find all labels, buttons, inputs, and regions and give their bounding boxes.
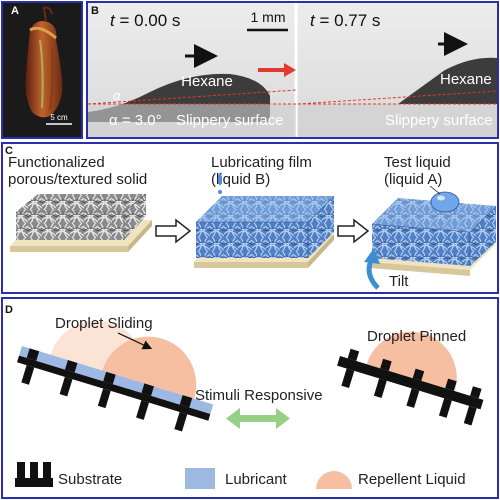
angle-symbol: α [113,88,121,103]
legend-substrate-swatch [15,462,53,487]
porous-solid-block [10,193,152,252]
process-arrow-2 [337,218,370,244]
panel-b-frame [86,1,499,139]
panel-a-frame [1,1,83,139]
step3-line1: Test liquid [384,154,451,171]
step2-line1: Lubricating film [211,154,312,171]
sliding-diagram [17,320,214,432]
legend-repellent-swatch [316,471,352,489]
process-arrow-1 [155,218,192,244]
panel-a-label: A [11,5,19,17]
panel-c-frame [1,142,499,294]
panel-b: B t = 0.00 s 1 mm Hexane α α = 3.0° Slip… [87,3,498,137]
legend: Substrate Lubricant Repellent Liquid [15,462,466,489]
droplet-sliding-label: Droplet Sliding [55,315,153,332]
hexane-label-right: Hexane [440,71,492,88]
tilt-angle-line-right [297,90,498,105]
tilt-arrow-head [364,248,380,264]
sliding-arrow [117,332,153,350]
angle-value: α = 3.0° [109,112,162,129]
hexane-droplet-right [398,57,497,104]
surface-label-left: Slippery surface [176,112,284,129]
surface-label-right: Slippery surface [385,112,493,129]
pinned-diagram [337,331,484,426]
time-right: t = 0.77 s [310,11,380,30]
mm-scale-label: 1 mm [251,9,286,25]
sliding-droplet [102,336,197,399]
test-liquid-droplet [430,191,460,213]
step2-line2: (liquid B) [211,171,270,188]
panel-b-label: B [91,5,99,17]
test-liquid-pointer [429,185,441,195]
slippery-surface-left [88,104,296,137]
step3-line2: (liquid A) [384,171,442,188]
pitcher-plant-image [25,6,63,118]
step1-line1: Functionalized [8,154,105,171]
stimuli-double-arrow [226,408,290,429]
legend-substrate-label: Substrate [58,471,122,488]
panel-a: A 5 cm [3,3,81,137]
lubricant-drop-2 [218,190,222,194]
panel-a-scale-label: 5 cm [50,113,68,122]
substrate-left [17,348,211,432]
tilt-label: Tilt [389,273,409,290]
step1-line2: porous/textured solid [8,171,147,188]
lubricated-block [194,172,335,268]
red-transition-arrow-head [284,63,296,77]
panel-c: C Functionalized porous/textured solid L… [5,145,497,290]
panel-d-frame [1,297,499,499]
panel-d-label: D [5,304,13,316]
lubricant-drop [218,172,222,186]
panel-c-label: C [5,145,13,157]
legend-lubricant-label: Lubricant [225,471,288,488]
substrate-right [337,348,484,426]
stimuli-responsive-label: Stimuli Responsive [195,387,323,404]
pinned-droplet [366,331,457,392]
test-liquid-block [370,185,497,276]
slippery-surface-right [298,104,497,137]
time-left: t = 0.00 s [110,11,180,30]
panel-d: D Droplet Sliding [5,304,484,489]
hexane-label-left: Hexane [181,73,233,90]
legend-lubricant-swatch [185,468,215,489]
droplet-pinned-label: Droplet Pinned [367,328,466,345]
legend-repellent-label: Repellent Liquid [358,471,466,488]
